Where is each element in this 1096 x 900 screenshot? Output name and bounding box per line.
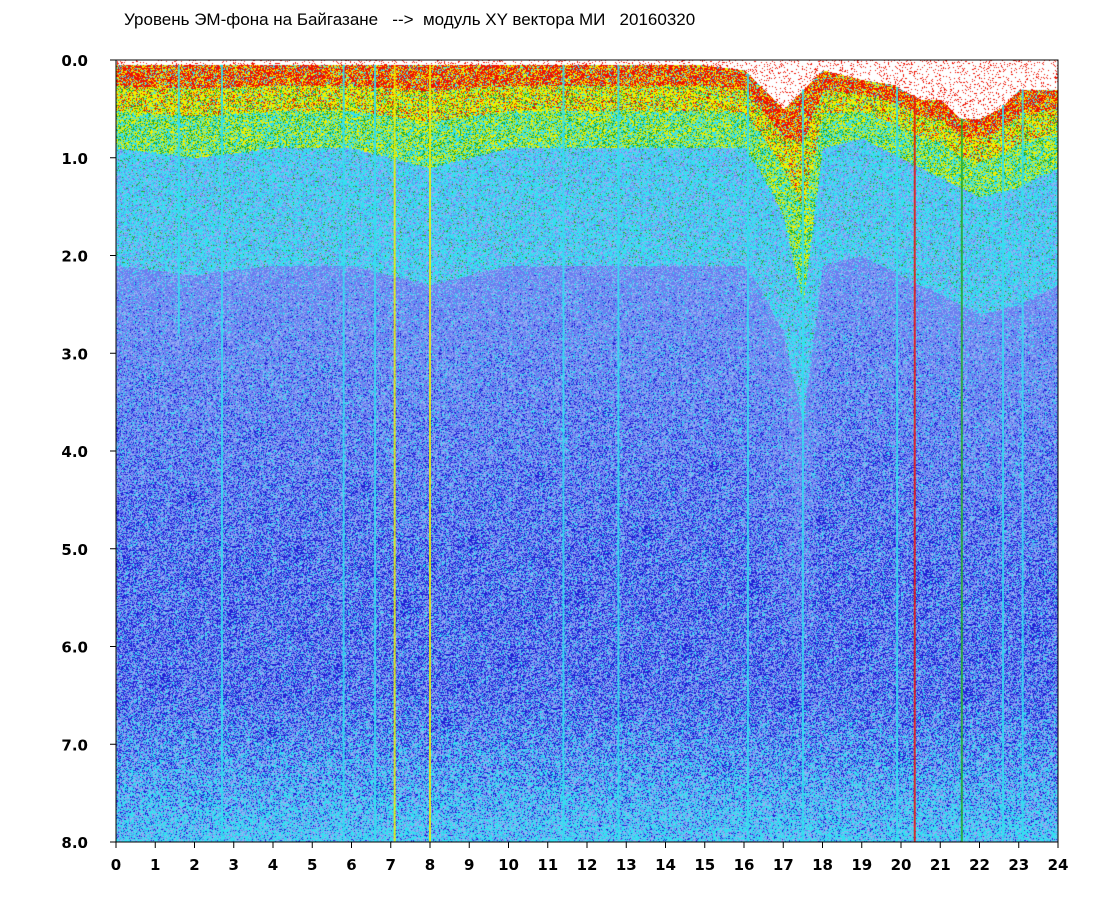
x-tick-label: 10: [498, 856, 519, 874]
x-tick-label: 23: [1008, 856, 1029, 874]
spikes-layer: [177, 64, 1024, 842]
x-tick-label: 5: [307, 856, 317, 874]
y-tick-label: 2.0: [61, 248, 88, 266]
x-tick-label: 21: [930, 856, 951, 874]
y-tick-label: 5.0: [61, 541, 88, 559]
x-tick-label: 2: [189, 856, 199, 874]
x-tick-label: 6: [346, 856, 356, 874]
x-tick-label: 19: [851, 856, 872, 874]
x-tick-label: 24: [1048, 856, 1069, 874]
plot-border: [115, 59, 1059, 843]
y-axis: 0.0 1.0 2.0 3.0 4.0 5.0 6.0 7.0 8.0: [61, 52, 116, 852]
y-tick-label: 7.0: [61, 736, 88, 754]
x-tick-label: 3: [229, 856, 239, 874]
y-tick-label: 4.0: [61, 443, 88, 461]
x-tick-label: 8: [425, 856, 435, 874]
y-tick-label: 8.0: [61, 834, 88, 852]
x-tick-label: 9: [464, 856, 474, 874]
x-tick-label: 22: [969, 856, 990, 874]
x-tick-label: 7: [386, 856, 396, 874]
x-tick-label: 15: [694, 856, 715, 874]
y-tick-label: 1.0: [61, 150, 88, 168]
x-tick-label: 17: [773, 856, 794, 874]
x-tick-label: 0: [111, 856, 121, 874]
x-tick-label: 1: [150, 856, 160, 874]
x-tick-label: 11: [537, 856, 558, 874]
heatmap-raster: [116, 60, 1058, 842]
x-tick-label: 4: [268, 856, 278, 874]
y-tick-label: 0.0: [61, 52, 88, 70]
x-tick-label: 20: [891, 856, 912, 874]
x-tick-label: 12: [577, 856, 598, 874]
x-axis: 0 1 2 3 4 5 6 7 8 9 10 11 12 13 14 15 16 17 18 19 20 21 22 23 24: [111, 842, 1069, 874]
x-tick-label: 14: [655, 856, 676, 874]
x-tick-label: 13: [616, 856, 637, 874]
x-tick-label: 18: [812, 856, 833, 874]
x-tick-label: 16: [734, 856, 755, 874]
chart-title: Уровень ЭМ-фона на Байгазане --> модуль …: [124, 10, 696, 29]
y-tick-label: 3.0: [61, 345, 88, 363]
y-tick-label: 6.0: [61, 639, 88, 657]
